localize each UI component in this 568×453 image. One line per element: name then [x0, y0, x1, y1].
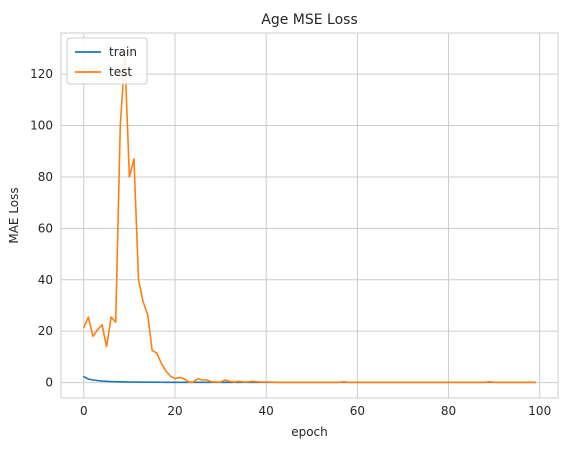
y-tick-label: 20 [38, 324, 53, 338]
legend: train test [66, 37, 148, 85]
x-tick-label: 40 [259, 404, 274, 418]
y-tick-label: 120 [30, 67, 53, 81]
legend-label-train: train [109, 45, 137, 59]
x-axis-label: epoch [291, 425, 328, 439]
x-tick-label: 100 [528, 404, 551, 418]
y-tick-label: 100 [30, 119, 53, 133]
chart-title: Age MSE Loss [261, 12, 358, 28]
x-tick-label: 20 [167, 404, 182, 418]
x-tick-label: 60 [350, 404, 365, 418]
x-tick-label: 80 [441, 404, 456, 418]
series-layer [83, 55, 537, 384]
series-line-test [83, 55, 537, 384]
tick-labels: 0 20 40 60 80 100 0 20 40 60 80 100 120 [30, 67, 551, 418]
y-tick-label: 0 [45, 376, 53, 390]
grid [61, 33, 558, 398]
y-axis-label: MAE Loss [7, 187, 21, 243]
y-tick-label: 80 [38, 170, 53, 184]
y-tick-label: 40 [38, 273, 53, 287]
plot-area [60, 32, 559, 399]
legend-label-test: test [109, 65, 132, 79]
series-line-train [83, 375, 537, 384]
y-tick-label: 60 [38, 221, 53, 235]
x-tick-label: 0 [80, 404, 88, 418]
